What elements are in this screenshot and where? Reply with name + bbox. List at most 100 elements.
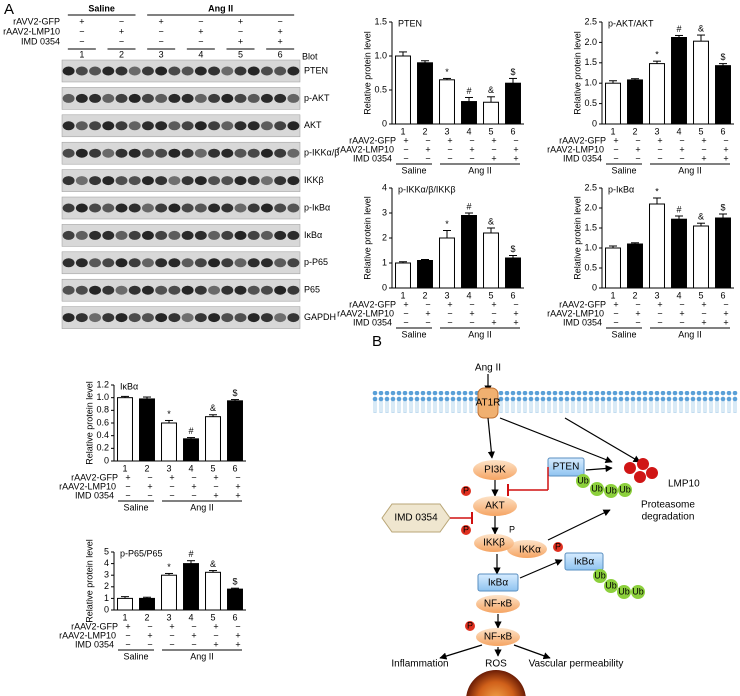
blot-band	[102, 121, 115, 131]
band-label: P65	[304, 285, 320, 295]
outcome: Inflammation	[391, 659, 448, 670]
blot-band	[75, 93, 88, 103]
condition-mark: +	[147, 630, 152, 640]
condition-mark: −	[278, 16, 283, 26]
node-label: PTEN	[553, 462, 580, 473]
y-tick-label: 0.4	[96, 430, 109, 440]
node-label: IKKα	[519, 545, 541, 556]
phospho-sites: P P P P P	[461, 485, 563, 631]
blot-band	[62, 121, 75, 131]
blot-band	[115, 203, 128, 213]
condition-mark: +	[679, 308, 684, 318]
blot-band	[221, 313, 234, 323]
ub-label: Ub	[605, 580, 617, 590]
x-tick-label: 6	[720, 290, 725, 300]
condition-mark: −	[447, 308, 452, 318]
ub-label: Ub	[577, 475, 589, 485]
x-tick-label: 3	[166, 612, 171, 622]
y-tick-label: 5	[104, 546, 109, 556]
arrow	[513, 644, 551, 660]
condition-mark: +	[403, 299, 408, 309]
bar	[483, 101, 499, 125]
condition-mark: +	[191, 630, 196, 640]
condition-mark: −	[119, 16, 124, 26]
blot-band	[274, 93, 287, 103]
blot-band	[287, 148, 300, 158]
blot-band	[128, 258, 141, 268]
condition-mark: +	[278, 26, 283, 36]
condition-mark: −	[125, 490, 130, 500]
blot-band	[260, 121, 273, 131]
condition-mark: −	[191, 639, 196, 649]
x-tick-label: 6	[510, 290, 515, 300]
x-tick-label: 1	[122, 612, 127, 622]
blot-band	[208, 230, 221, 240]
condition-mark: −	[613, 144, 618, 154]
blot-band	[181, 203, 194, 213]
condition-mark: −	[169, 481, 174, 491]
condition-mark: −	[491, 308, 496, 318]
bar	[205, 416, 221, 462]
condition-mark: −	[235, 621, 240, 631]
blot-band	[234, 148, 247, 158]
bar	[693, 225, 709, 289]
blot-band	[102, 313, 115, 323]
condition-mark: −	[147, 639, 152, 649]
bar	[183, 438, 199, 462]
blot-band	[89, 66, 102, 76]
blot-band	[194, 176, 207, 186]
x-tick-label: 4	[188, 463, 193, 473]
condition-label: rAAV2-LMP10	[59, 481, 116, 491]
blot-strip	[61, 278, 301, 302]
blot-band	[168, 258, 181, 268]
y-tick-label: 1.0	[584, 78, 597, 88]
blot-band	[102, 93, 115, 103]
condition-mark: +	[513, 308, 518, 318]
condition-mark: −	[635, 153, 640, 163]
significance-label: &	[698, 23, 704, 33]
condition-mark: −	[198, 36, 203, 46]
y-tick-label: 1.0	[374, 50, 387, 60]
y-tick-label: 0.2	[96, 443, 109, 453]
bar	[605, 247, 621, 289]
condition-mark: +	[723, 308, 728, 318]
condition-mark: −	[198, 16, 203, 26]
significance-label: #	[676, 24, 681, 34]
blot-band	[234, 121, 247, 131]
condition-mark: −	[491, 144, 496, 154]
blot-band	[128, 313, 141, 323]
phospho-label: P	[463, 485, 469, 495]
lane-label: 2	[119, 49, 124, 59]
blot-strip	[61, 224, 301, 247]
blot-band	[128, 176, 141, 186]
condition-mark: +	[701, 135, 706, 145]
condition-mark: +	[169, 621, 174, 631]
group-label: Ang II	[190, 502, 214, 512]
condition-mark: −	[403, 317, 408, 327]
condition-mark: −	[147, 621, 152, 631]
blot-band	[247, 313, 260, 323]
bar	[395, 262, 411, 289]
condition-label: IMD 0354	[75, 490, 114, 500]
y-tick-label: 1	[104, 593, 109, 603]
blot-band	[168, 121, 181, 131]
condition-label: rAAV2-LMP10	[3, 26, 60, 36]
condition-mark: −	[169, 639, 174, 649]
blot-band	[128, 230, 141, 240]
blot-band	[115, 258, 128, 268]
band-label: p-AKT	[304, 93, 330, 103]
lane-label: 5	[238, 49, 243, 59]
y-tick-label: 2	[104, 581, 109, 591]
node	[477, 573, 519, 592]
node	[564, 552, 604, 571]
blot-band	[155, 313, 168, 323]
condition-mark: +	[191, 481, 196, 491]
x-tick-label: 1	[122, 463, 127, 473]
y-tick-label: 0	[592, 282, 597, 292]
blot-band	[168, 313, 181, 323]
node-label: NF-κB	[484, 599, 513, 610]
blot-band	[62, 313, 75, 323]
blot-band	[181, 148, 194, 158]
blot-band	[234, 230, 247, 240]
condition-mark: −	[701, 308, 706, 318]
